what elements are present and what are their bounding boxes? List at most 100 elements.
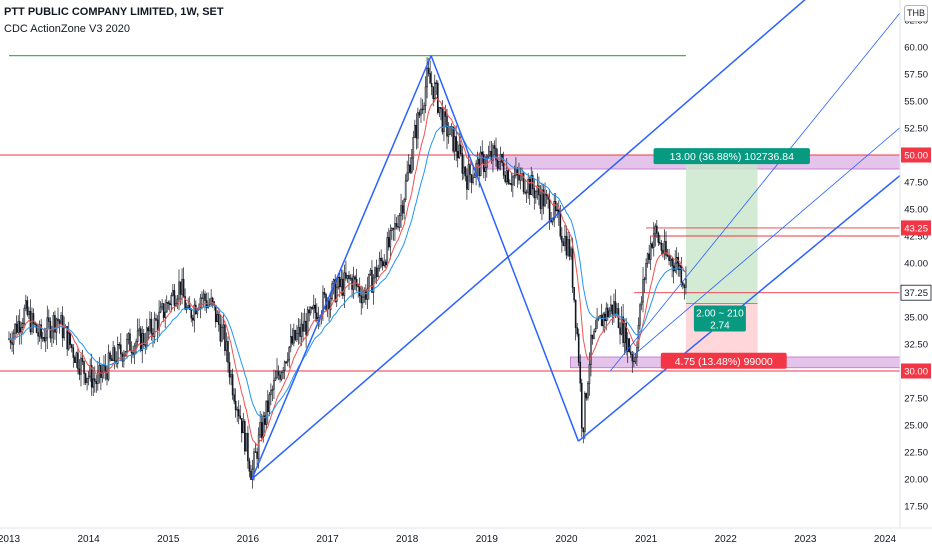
- candle-body: [628, 338, 631, 353]
- candle-body: [568, 239, 571, 257]
- candle-body: [227, 341, 229, 363]
- candle-body: [614, 301, 617, 314]
- x-tick-label: 2024: [874, 534, 897, 545]
- candle-body: [178, 281, 180, 300]
- candle-body: [463, 166, 465, 174]
- candle-body: [288, 346, 291, 361]
- candle-body: [432, 86, 435, 100]
- candle-body: [437, 82, 439, 113]
- candle-body: [92, 378, 95, 388]
- candle-body: [535, 191, 537, 199]
- candle-body: [642, 279, 644, 303]
- candle-body: [225, 341, 228, 351]
- candle-body: [55, 318, 58, 333]
- candle-body: [230, 374, 232, 378]
- candle-body: [80, 357, 82, 375]
- candle-body: [78, 368, 81, 375]
- candle-body: [593, 330, 595, 339]
- candle-body: [329, 298, 332, 310]
- candle-body: [582, 427, 585, 433]
- candle-body: [46, 317, 49, 339]
- candle-body: [576, 327, 578, 335]
- candle-body: [596, 318, 598, 329]
- candle-body: [297, 327, 300, 334]
- candle-body: [574, 299, 577, 329]
- candle-body: [234, 400, 237, 410]
- candle-body: [654, 225, 657, 235]
- candle-body: [479, 151, 482, 177]
- candle-body: [482, 154, 485, 173]
- candle-body: [646, 253, 649, 264]
- candle-body: [452, 126, 454, 152]
- candle-body: [48, 317, 50, 322]
- candle-body: [274, 377, 277, 381]
- candle-body: [147, 327, 150, 332]
- candle-body: [26, 300, 29, 315]
- candle-body: [58, 320, 61, 324]
- candle-body: [484, 167, 487, 173]
- candle-body: [256, 451, 258, 459]
- candle-body: [553, 201, 556, 220]
- candle-body: [507, 170, 510, 184]
- candle-body: [237, 409, 240, 417]
- trend-line-0: [251, 55, 432, 480]
- candle-body: [391, 228, 393, 231]
- candle-body: [561, 235, 563, 243]
- candle-body: [179, 281, 182, 295]
- candle-body: [51, 330, 53, 339]
- y-tick-label: 60.00: [904, 43, 928, 54]
- trend-line-1: [430, 55, 580, 442]
- candle-body: [505, 170, 508, 182]
- candle-body: [580, 382, 583, 429]
- candle-body: [380, 257, 382, 262]
- price-label-bg: [901, 220, 931, 236]
- y-tick-label: 20.00: [904, 475, 928, 486]
- candle-body: [459, 144, 462, 154]
- candle-body: [182, 278, 185, 297]
- candle-body: [539, 194, 542, 209]
- candle-body: [312, 304, 315, 309]
- candle-body: [306, 309, 309, 336]
- candle-body: [564, 235, 566, 246]
- candle-body: [248, 460, 251, 472]
- y-tick-label: 35.00: [904, 313, 928, 324]
- candle-body: [75, 352, 78, 363]
- price-label-text: 43.25: [904, 223, 928, 234]
- candle-body: [643, 278, 646, 281]
- candle-body: [119, 344, 122, 355]
- candle-body: [193, 304, 196, 321]
- candle-body: [665, 241, 667, 256]
- candle-body: [414, 124, 416, 138]
- candle-body: [286, 359, 289, 363]
- candle-body: [32, 313, 35, 324]
- candle-body: [211, 297, 214, 303]
- y-tick-label: 25.00: [904, 421, 928, 432]
- candle-body: [640, 301, 643, 306]
- candle-body: [622, 316, 624, 344]
- candle-body: [584, 393, 586, 433]
- candle-body: [495, 148, 497, 161]
- candle-body: [167, 302, 170, 304]
- candle-body: [522, 173, 525, 193]
- y-tick-label: 17.50: [904, 502, 928, 513]
- y-tick-label: 47.50: [904, 178, 928, 189]
- candle-body: [429, 73, 431, 84]
- candle-body: [93, 378, 96, 382]
- candle-body: [542, 189, 545, 207]
- candle-body: [66, 326, 68, 350]
- candle-body: [38, 324, 41, 337]
- target-label: 13.00 (36.88%) 102736.84: [653, 148, 810, 165]
- candle-body: [663, 241, 666, 254]
- candle-body: [603, 313, 606, 322]
- candle-body: [490, 150, 493, 161]
- plot-area: [0, 0, 900, 489]
- currency-badge[interactable]: THB: [904, 5, 928, 22]
- candle-body: [360, 295, 363, 304]
- candle-body: [35, 324, 38, 333]
- candle-body: [401, 205, 404, 214]
- candle-body: [18, 321, 21, 333]
- candle-body: [144, 344, 147, 347]
- candle-body: [554, 201, 557, 212]
- candle-body: [343, 272, 346, 296]
